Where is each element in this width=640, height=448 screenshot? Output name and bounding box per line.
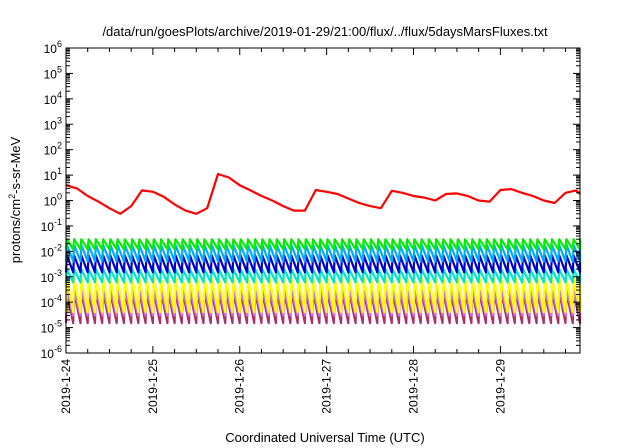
series-line [64,238,582,251]
y-tick-label: 10-2 [41,242,62,259]
series-line [64,291,582,325]
series-layer [64,172,582,325]
series-line [64,276,582,314]
x-tick-label: 2019-1-26 [233,359,247,414]
y-tick-label: 104 [44,90,62,107]
plot-frame [65,47,581,354]
y-tick-label: 10-3 [41,268,62,285]
y-axis-label: protons/cm2-s-sr-MeV [7,136,23,263]
x-tick-label: 2019-1-24 [59,359,73,414]
x-tick-label: 2019-1-28 [406,359,420,414]
series-line [64,288,582,317]
y-tick-label: 100 [44,192,62,209]
x-tick-label: 2019-1-25 [146,359,160,414]
y-tick-label: 105 [44,64,62,81]
y-tick-label: 10-5 [41,319,62,336]
x-tick-label: 2019-1-29 [493,359,507,414]
y-axis-label-sup: 2 [7,194,17,199]
series-line [65,172,581,215]
y-tick-label: 10-6 [41,344,62,361]
y-tick-label: 102 [44,141,62,158]
y-tick-label: 10-1 [41,217,62,234]
x-axis-label: Coordinated Universal Time (UTC) [225,430,424,445]
y-tick-label: 103 [44,115,62,132]
series-line [64,268,582,284]
x-tick-label: 2019-1-27 [320,359,334,414]
y-tick-label: 106 [44,39,62,56]
y-axis-label-pre: protons/cm [8,199,23,263]
series-line [64,254,582,274]
y-tick-label: 10-4 [41,293,62,310]
series-line [64,243,582,263]
y-axis-label-post: -s-sr-MeV [8,136,23,193]
chart-title: /data/run/goesPlots/archive/2019-01-29/2… [102,24,548,39]
axis-layer: 10-6 10-5 10-4 10-3 10-2 10-1 100 101 102 103 104 1… [41,39,580,414]
y-tick-label: 101 [44,166,62,183]
